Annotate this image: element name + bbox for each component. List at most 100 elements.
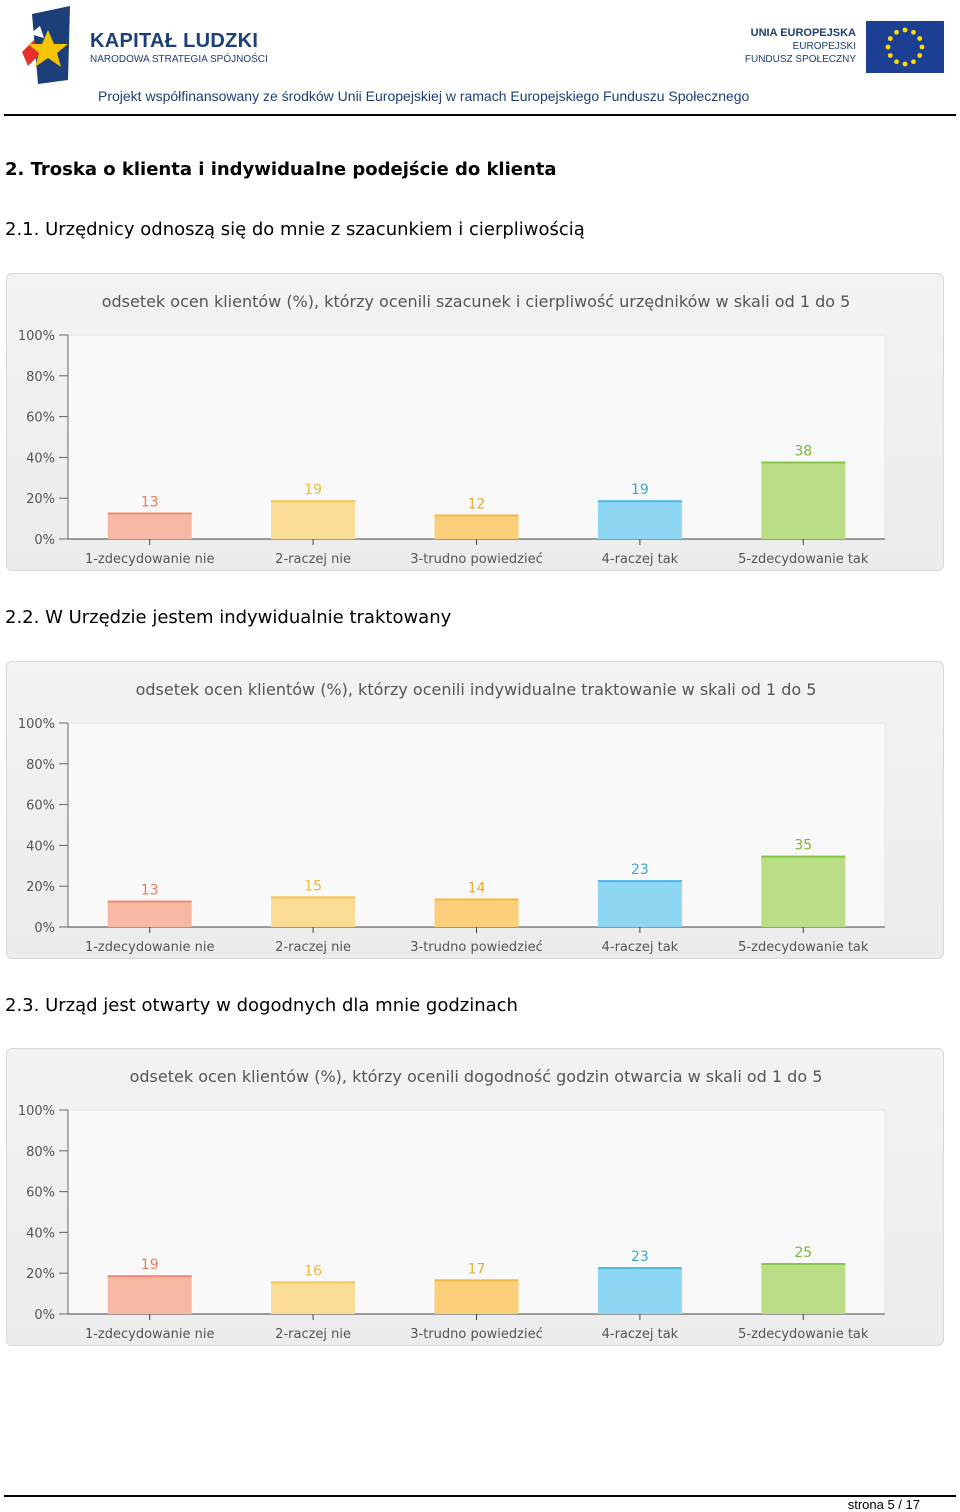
y-tick-label: 80% (26, 758, 55, 773)
bar (597, 1267, 682, 1314)
x-tick-label: 2-raczej nie (275, 1327, 351, 1342)
eu-star-icon (911, 29, 916, 35)
eu-line-2: EUROPEJSKI (792, 41, 856, 52)
y-tick-label: 80% (26, 370, 55, 385)
x-tick-label: 3-trudno powiedzieć (410, 552, 543, 567)
eu-caption: UNIA EUROPEJSKA EUROPEJSKI FUNDUSZ SPOŁE… (745, 27, 856, 66)
eu-star-icon (911, 59, 916, 65)
x-tick-label: 1-zdecydowanie nie (85, 552, 215, 567)
subsection-title-2: 2.2. W Urzędzie jestem indywidualnie tra… (5, 607, 452, 628)
bar (597, 500, 682, 539)
chart-title: odsetek ocen klientów (%), którzy ocenil… (130, 1067, 823, 1086)
data-label: 19 (141, 1257, 159, 1273)
bar-chart-2: odsetek ocen klientów (%), którzy ocenil… (18, 680, 886, 955)
bar (434, 898, 519, 927)
eu-star-icon (917, 53, 923, 58)
eu-star-icon (902, 61, 908, 67)
section-title: 2. Troska o klienta i indywidualne podej… (5, 159, 557, 180)
header-divider (4, 114, 956, 116)
chart-panel-1: odsetek ocen klientów (%), którzy ocenil… (6, 273, 944, 571)
x-tick-label: 5-zdecydowanie tak (738, 940, 869, 955)
bar (107, 900, 192, 927)
subsection-title-3: 2.3. Urząd jest otwarty w dogodnych dla … (5, 995, 518, 1016)
bar (107, 1275, 192, 1314)
y-tick-label: 80% (26, 1145, 55, 1160)
subsection-title-1: 2.1. Urzędnicy odnoszą się do mnie z sza… (5, 219, 585, 240)
bar (761, 1263, 846, 1314)
footer-divider (4, 1495, 956, 1497)
y-tick-label: 0% (34, 921, 55, 936)
data-label: 13 (141, 882, 159, 898)
y-tick-label: 60% (26, 411, 55, 426)
y-tick-label: 20% (26, 880, 55, 895)
logo-title: KAPITAŁ LUDZKI (90, 30, 259, 52)
page-header: KAPITAŁ LUDZKI NARODOWA STRATEGIA SPÓJNO… (0, 0, 960, 118)
chart-panel-2: odsetek ocen klientów (%), którzy ocenil… (6, 661, 944, 959)
x-tick-label: 4-raczej tak (602, 940, 679, 955)
bar (271, 1281, 356, 1314)
data-label: 23 (631, 1249, 649, 1265)
logo-subtitle: NARODOWA STRATEGIA SPÓJNOŚCI (90, 54, 268, 65)
bar (107, 512, 192, 539)
bar (271, 500, 356, 539)
data-label: 38 (794, 443, 812, 459)
eu-line-1: UNIA EUROPEJSKA (750, 27, 856, 39)
eu-star-icon (885, 44, 891, 50)
chart-panel-3: odsetek ocen klientów (%), którzy ocenil… (6, 1048, 944, 1346)
y-tick-label: 60% (26, 1186, 55, 1201)
data-label: 25 (794, 1245, 812, 1261)
bar-chart-1: odsetek ocen klientów (%), którzy ocenil… (18, 292, 886, 567)
x-tick-label: 5-zdecydowanie tak (738, 552, 869, 567)
y-tick-label: 20% (26, 492, 55, 507)
bar (761, 461, 846, 539)
bar-chart-3: odsetek ocen klientów (%), którzy ocenil… (18, 1067, 886, 1342)
eu-star-icon (902, 27, 908, 33)
y-tick-label: 0% (34, 1308, 55, 1323)
eu-star-icon (919, 44, 925, 50)
chart-title: odsetek ocen klientów (%), którzy ocenil… (136, 680, 817, 699)
bar (597, 880, 682, 927)
y-tick-label: 100% (18, 1104, 55, 1119)
y-tick-label: 100% (18, 329, 55, 344)
eu-line-3: FUNDUSZ SPOŁECZNY (744, 54, 856, 65)
bar (434, 1279, 519, 1314)
x-tick-label: 4-raczej tak (602, 552, 679, 567)
x-tick-label: 3-trudno powiedzieć (410, 940, 543, 955)
eu-flag-icon (866, 21, 944, 73)
x-tick-label: 2-raczej nie (275, 940, 351, 955)
bar (761, 855, 846, 927)
x-tick-label: 1-zdecydowanie nie (85, 940, 215, 955)
data-label: 19 (304, 482, 322, 498)
x-tick-label: 2-raczej nie (275, 552, 351, 567)
y-tick-label: 20% (26, 1267, 55, 1282)
data-label: 13 (141, 494, 159, 510)
eu-star-icon (887, 36, 893, 41)
eu-star-icon (887, 53, 893, 58)
y-tick-label: 40% (26, 1226, 55, 1241)
data-label: 19 (631, 482, 649, 498)
y-tick-label: 60% (26, 799, 55, 814)
eu-star-icon (917, 36, 923, 41)
eu-star-icon (894, 59, 899, 65)
y-tick-label: 0% (34, 533, 55, 548)
y-tick-label: 40% (26, 839, 55, 854)
eu-star-icon (894, 29, 899, 35)
data-label: 35 (794, 838, 812, 854)
data-label: 23 (631, 862, 649, 878)
data-label: 14 (468, 880, 486, 896)
data-label: 12 (468, 497, 486, 513)
y-tick-label: 40% (26, 451, 55, 466)
project-caption: Projekt współfinansowany ze środków Unii… (98, 88, 750, 104)
x-tick-label: 5-zdecydowanie tak (738, 1327, 869, 1342)
data-label: 15 (304, 878, 322, 894)
x-tick-label: 4-raczej tak (602, 1327, 679, 1342)
bar (271, 896, 356, 927)
bar (434, 514, 519, 539)
chart-title: odsetek ocen klientów (%), którzy ocenil… (102, 292, 851, 311)
data-label: 16 (304, 1263, 322, 1279)
data-label: 17 (468, 1261, 486, 1277)
kapital-ludzki-logo-icon (22, 6, 70, 84)
plot-area (67, 722, 886, 928)
page-number: strona 5 / 17 (847, 1497, 920, 1512)
y-tick-label: 100% (18, 717, 55, 732)
